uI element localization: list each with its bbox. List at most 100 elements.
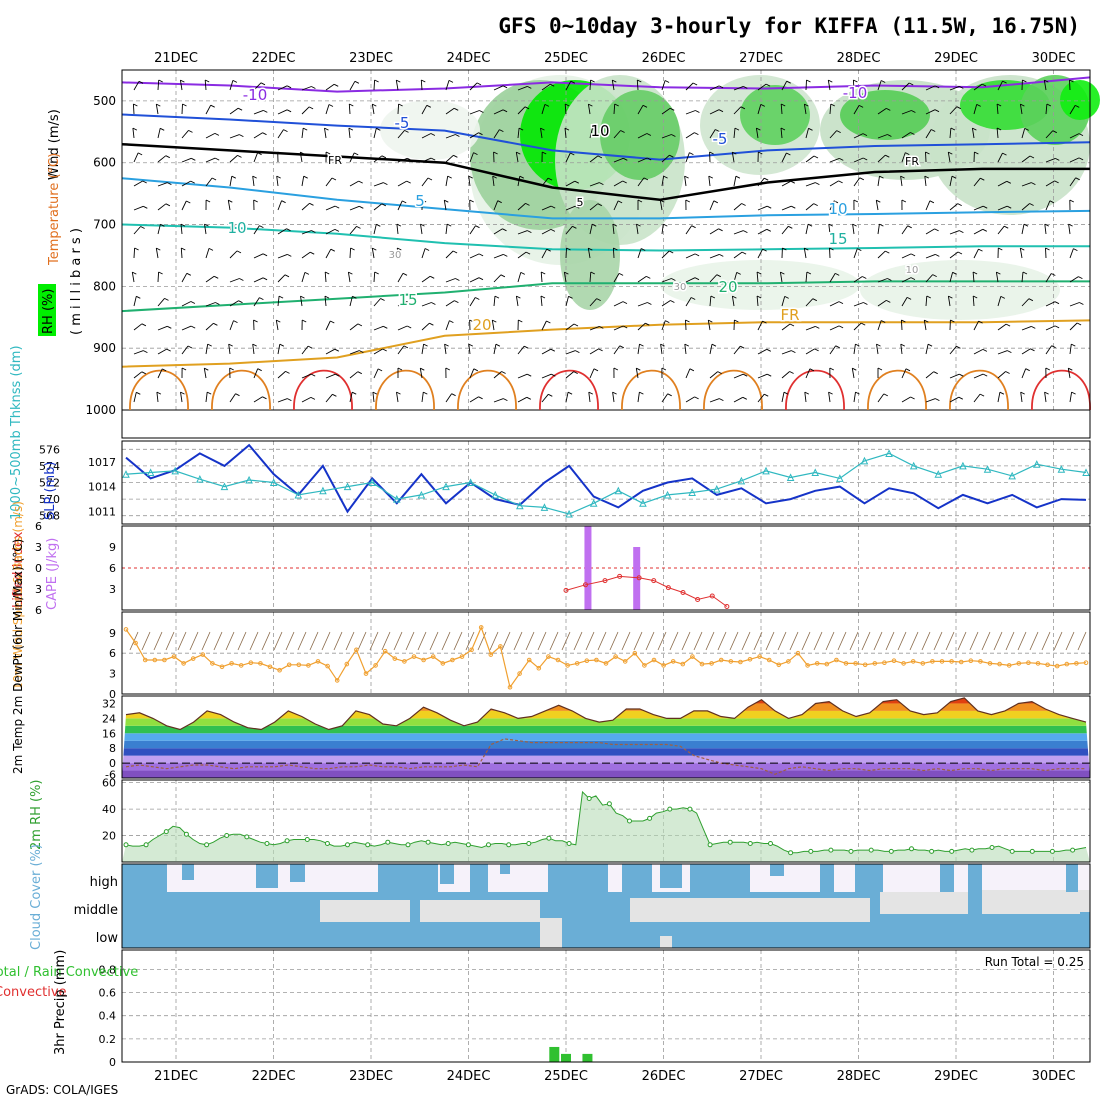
wind-barb [397, 325, 408, 331]
thickness-marker [762, 466, 770, 475]
surface-barb [597, 631, 607, 651]
wind-barb-flag [791, 350, 796, 354]
rh2m-point [163, 829, 169, 835]
wind-barb-flag [206, 391, 212, 395]
wind-barb [397, 200, 403, 211]
wind-barb [709, 398, 720, 403]
wind-barb [325, 320, 331, 331]
wind-barb-flag [453, 154, 458, 158]
wind-barb [781, 180, 792, 187]
wind-barb [541, 177, 549, 187]
wind-barb [685, 297, 692, 307]
surface-barb [165, 631, 175, 651]
ylabel-pressure: ( m i l l i b a r s ) [69, 228, 84, 335]
wind10m-point [1064, 661, 1070, 667]
footer-credit: GrADS: COLA/IGES [6, 1083, 118, 1097]
wind-barb-flag [782, 247, 787, 251]
top-date-label: 24DEC [447, 51, 491, 66]
wind10m-point [958, 659, 964, 665]
lifted-index-point [602, 578, 608, 584]
wind-barb-flag [1076, 322, 1082, 326]
rh2m-point [425, 839, 431, 845]
wind-barb-flag [660, 343, 665, 347]
wind-barb [853, 276, 863, 283]
wind-barb [371, 248, 375, 259]
wind-barb-flag [756, 271, 762, 275]
wind-barb-flag [734, 127, 740, 131]
surface-barb [309, 631, 319, 651]
wind-barb-flag [694, 396, 699, 400]
wind-barb-flag [568, 295, 573, 299]
wind-barb [997, 350, 1008, 355]
wind10m-point [334, 678, 340, 683]
wind-barb [853, 392, 856, 403]
wind-barb-flag [468, 175, 473, 179]
wind-barb [157, 224, 161, 235]
wind-barb-flag [905, 152, 910, 156]
wind10m-tick: 9 [109, 627, 116, 640]
wind-barb-flag [756, 295, 762, 299]
surface-barb [237, 631, 247, 651]
wind-barb-flag [1079, 302, 1084, 305]
thickness-tick: 570 [39, 493, 60, 506]
wind-barb [324, 128, 327, 139]
wind-barb [493, 398, 504, 403]
wind10m-grid [122, 612, 1090, 694]
wind10m-point [997, 661, 1002, 667]
wind-barb [805, 325, 816, 331]
wind-barb [253, 368, 259, 379]
wind-barb-flag [136, 295, 141, 299]
wind-barb [133, 371, 143, 379]
wind-barb [349, 180, 359, 187]
wind-barb [1021, 325, 1032, 331]
surface-barb [693, 631, 703, 651]
wind-barb-flag [763, 393, 769, 397]
wind-barb [397, 345, 405, 355]
wind-barb-flag [359, 205, 364, 209]
wind-barb-flag [599, 325, 604, 329]
wind-barb-flag [262, 396, 267, 400]
wind-barb [805, 298, 814, 307]
wind-barb [733, 251, 743, 259]
bottom-date-axis: 21DEC 22DEC 23DEC 24DEC 25DEC 26DEC 27DEC 28DEC… [154, 1069, 1075, 1084]
wind-barb [779, 272, 783, 283]
wind-barb [637, 133, 648, 139]
wind-barb-flag [161, 368, 167, 372]
wind-barb-flag [334, 348, 340, 352]
wind-barb-flag [381, 203, 387, 207]
wind-barb-flag [958, 396, 964, 400]
wind-barb [540, 128, 543, 139]
wind-barb [301, 176, 305, 187]
wind10m-point [709, 661, 714, 666]
wind-barb-flag [719, 253, 724, 257]
thickness-tick: 574 [39, 460, 60, 473]
cloud-gap [540, 918, 562, 948]
wind10m-point [978, 659, 983, 664]
wind-barb-flag [716, 274, 722, 278]
wind-barb-flag [156, 247, 161, 251]
wind10m-point [603, 661, 609, 666]
wind10m-point [834, 657, 839, 663]
wind-barb [517, 85, 528, 91]
wind-barb-flag [228, 199, 233, 203]
cloud-high [622, 864, 652, 892]
wind-barb-flag [885, 154, 890, 158]
wind-barb-flag [930, 129, 936, 132]
wind-barb [421, 157, 432, 163]
wind-barb [827, 80, 831, 91]
top-date-label: 27DEC [739, 51, 783, 66]
wind-barb-flag [804, 247, 809, 251]
wind-barb [925, 200, 931, 211]
wind-barb [541, 83, 551, 91]
wind-barb [373, 182, 384, 187]
wind-barb-flag [501, 371, 506, 374]
cloud-gap [660, 936, 672, 948]
wind-barb [301, 128, 304, 139]
wind-barb [877, 320, 882, 331]
wind-barb-flag [1029, 155, 1035, 159]
pressure-tick-label: 1000 [85, 403, 116, 417]
wind-barb-flag [1055, 157, 1060, 161]
wind-barb [132, 128, 135, 139]
